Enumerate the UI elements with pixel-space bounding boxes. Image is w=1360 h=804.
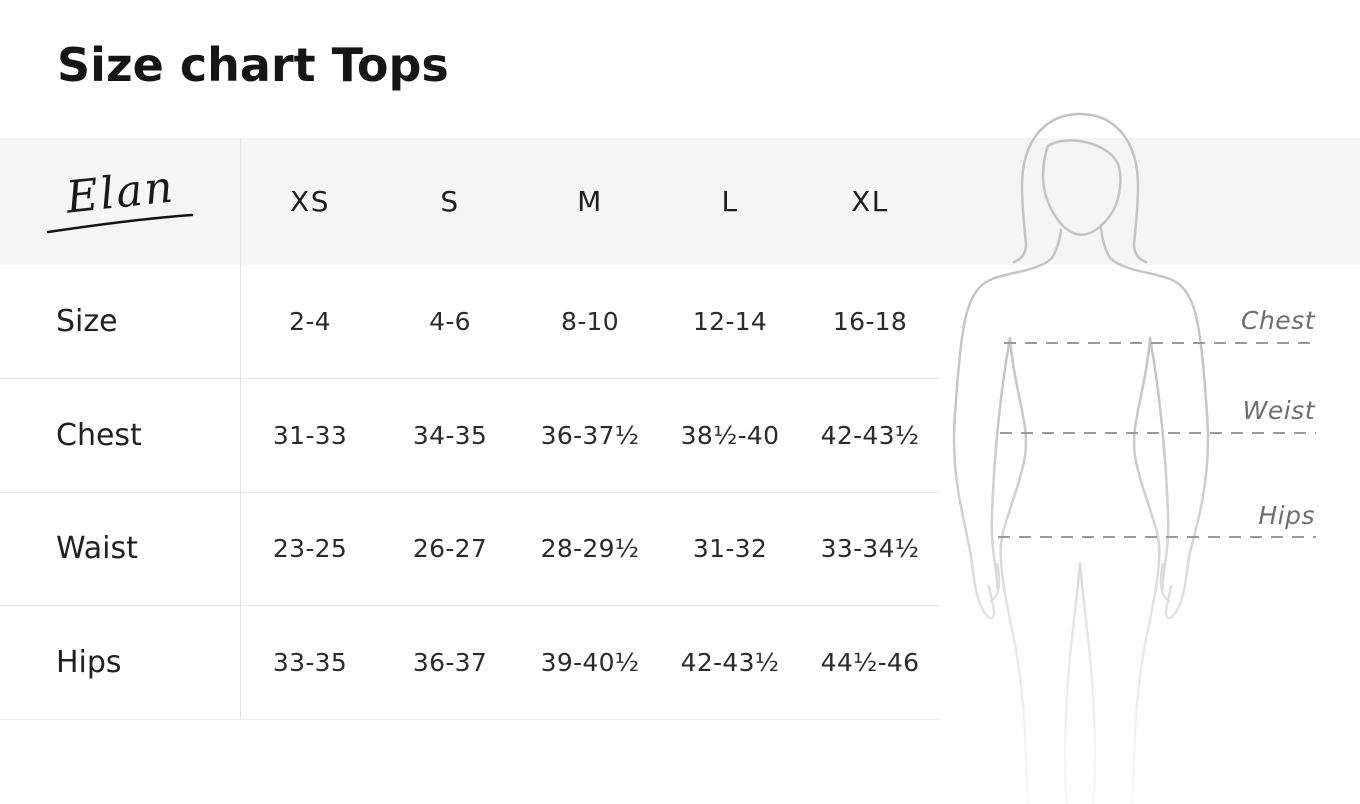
- brand-logo: Elan: [0, 138, 240, 265]
- table-cell: 31-32: [660, 493, 800, 607]
- table-cell: 31-33: [240, 379, 380, 493]
- table-cell: 33-34½: [800, 493, 940, 607]
- table-cell: 36-37½: [520, 379, 660, 493]
- figure-left-thumb: [989, 562, 1001, 603]
- figure-left-torso-leg: [999, 336, 1030, 804]
- table-cell: 34-35: [380, 379, 520, 493]
- table-cell: 28-29½: [520, 493, 660, 607]
- figure-left-inner-arm: [990, 336, 1012, 590]
- size-table: Elan XS S M L XL Size 2-4 4-6 8-10 12-14…: [0, 138, 940, 720]
- figure-right-thumb: [1159, 562, 1171, 603]
- figure-label-hips: Hips: [1258, 501, 1315, 530]
- table-cell: 44½-46: [800, 606, 940, 720]
- figure-inner-leg-right: [1078, 562, 1097, 804]
- column-header-xl: XL: [851, 185, 889, 218]
- figure-label-waist: Weist: [1242, 396, 1315, 425]
- row-label-size: Size: [0, 265, 240, 379]
- figure-left-shoulder-arm: [952, 228, 1063, 620]
- table-cell: 42-43½: [660, 606, 800, 720]
- row-label-hips: Hips: [0, 606, 240, 720]
- column-header-s: S: [440, 185, 460, 218]
- table-cell: 39-40½: [520, 606, 660, 720]
- table-cell: 8-10: [520, 265, 660, 379]
- table-cell: 4-6: [380, 265, 520, 379]
- figure-right-torso-leg: [1130, 336, 1161, 804]
- column-header-xs: XS: [290, 185, 330, 218]
- figure-hair: [1012, 112, 1148, 264]
- table-cell: 36-37: [380, 606, 520, 720]
- row-label-chest: Chest: [0, 379, 240, 493]
- table-vertical-divider: [240, 138, 241, 720]
- table-cell: 42-43½: [800, 379, 940, 493]
- table-cell: 38½-40: [660, 379, 800, 493]
- table-cell: 23-25: [240, 493, 380, 607]
- table-cell: 33-35: [240, 606, 380, 720]
- table-cell: 16-18: [800, 265, 940, 379]
- page-title: Size chart Tops: [57, 38, 449, 92]
- column-header-m: M: [577, 185, 603, 218]
- column-header-l: L: [721, 185, 739, 218]
- brand-underline-flourish: [46, 213, 194, 234]
- figure-right-shoulder-arm: [1099, 226, 1210, 620]
- table-cell: 12-14: [660, 265, 800, 379]
- figure-face: [1041, 139, 1122, 237]
- figure-label-chest: Chest: [1240, 306, 1315, 335]
- figure-right-inner-arm: [1148, 336, 1170, 590]
- table-cell: 2-4: [240, 265, 380, 379]
- figure-inner-leg-left: [1063, 562, 1082, 804]
- table-cell: 26-27: [380, 493, 520, 607]
- body-figure-illustration: [952, 112, 1316, 804]
- row-label-waist: Waist: [0, 493, 240, 607]
